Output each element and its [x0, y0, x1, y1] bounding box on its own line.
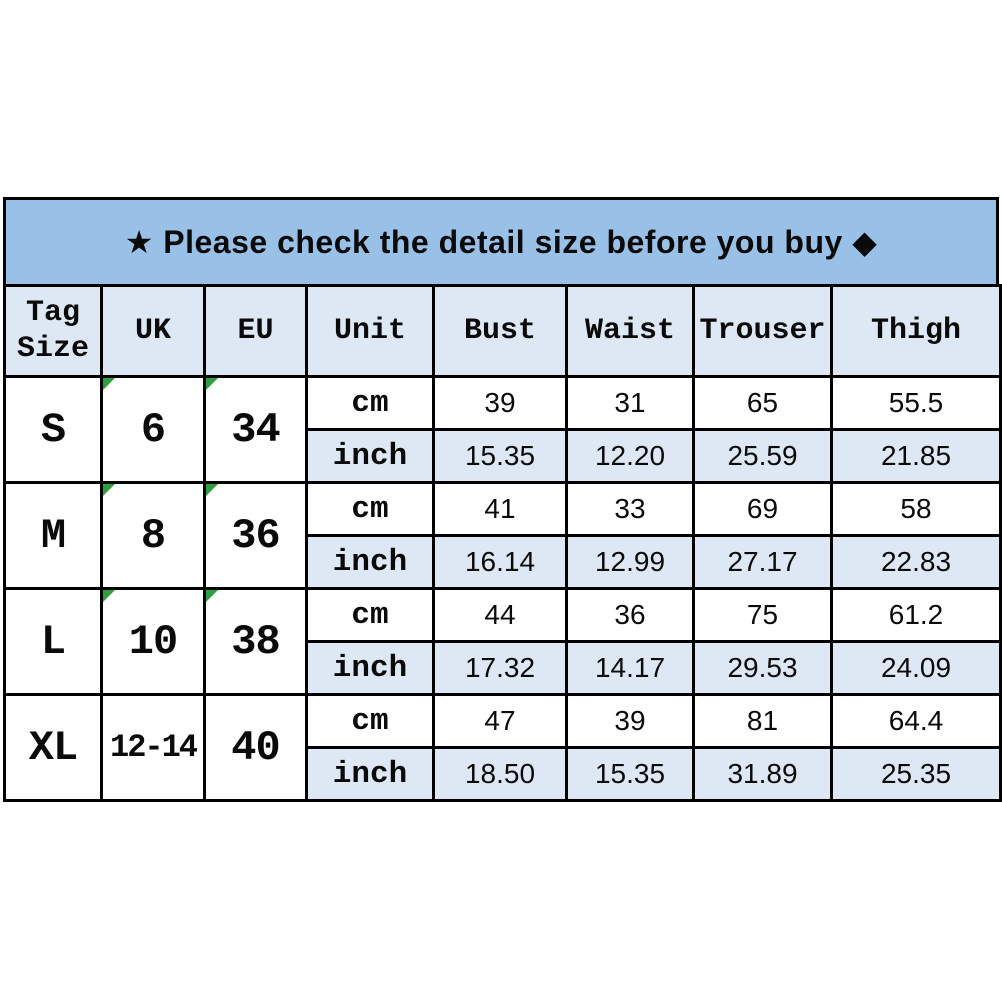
cm-value-cell: 47 — [432, 693, 568, 749]
unit-cm-label: cm — [305, 375, 435, 431]
size-row-cm: L 10 38 cm 44 36 75 61.2 — [3, 587, 1002, 696]
unit-inch-label: inch — [305, 428, 435, 484]
column-header: UK — [100, 284, 206, 378]
eu-size-cell: 40 — [203, 693, 308, 802]
size-row-cm: XL 12-14 40 cm 47 39 81 64.4 — [3, 693, 1002, 802]
unit-cm-label: cm — [305, 481, 435, 537]
uk-size-cell: 6 — [100, 375, 206, 484]
inch-value-cell: 21.85 — [830, 428, 1002, 484]
inch-value-cell: 15.35 — [432, 428, 568, 484]
inch-value-cell: 16.14 — [432, 534, 568, 590]
cell-error-indicator-icon — [104, 485, 115, 496]
inch-value-cell: 27.17 — [692, 534, 833, 590]
column-header: Tag Size — [3, 284, 103, 378]
cm-value-cell: 81 — [692, 693, 833, 749]
inch-value-cell: 31.89 — [692, 746, 833, 802]
cell-error-indicator-icon — [207, 591, 218, 602]
cm-value-cell: 39 — [565, 693, 695, 749]
cm-value-cell: 41 — [432, 481, 568, 537]
cm-value-cell: 58 — [830, 481, 1002, 537]
cm-value-cell: 64.4 — [830, 693, 1002, 749]
size-chart-header: Tag Size UK EU Unit Bust Waist Trouser Thigh — [3, 284, 1002, 378]
inch-value-cell: 14.17 — [565, 640, 695, 696]
cm-value-cell: 75 — [692, 587, 833, 643]
notice-banner-text: ★ Please check the detail size before yo… — [124, 224, 878, 260]
tag-size-cell: S — [3, 375, 103, 484]
cm-value-cell: 55.5 — [830, 375, 1002, 431]
cm-value-cell: 39 — [432, 375, 568, 431]
uk-size-cell: 10 — [100, 587, 206, 696]
inch-value-cell: 15.35 — [565, 746, 695, 802]
unit-inch-label: inch — [305, 534, 435, 590]
size-row-cm: M 8 36 cm 41 33 69 58 — [3, 481, 1002, 590]
column-header: EU — [203, 284, 308, 378]
size-row-inch: inch 16.14 12.99 27.17 22.83 — [5, 534, 1002, 590]
column-header: Thigh — [830, 284, 1002, 378]
cm-value-cell: 44 — [432, 587, 568, 643]
cell-error-indicator-icon — [104, 591, 115, 602]
cell-error-indicator-icon — [104, 379, 115, 390]
tag-size-cell: L — [3, 587, 103, 696]
column-header: Waist — [565, 284, 695, 378]
unit-cm-label: cm — [305, 693, 435, 749]
inch-value-cell: 12.20 — [565, 428, 695, 484]
size-row-inch: inch 15.35 12.20 25.59 21.85 — [5, 428, 1002, 484]
column-header: Unit — [305, 284, 435, 378]
cm-value-cell: 61.2 — [830, 587, 1002, 643]
cm-value-cell: 69 — [692, 481, 833, 537]
column-header: Trouser — [692, 284, 833, 378]
size-chart-sheet: ★ Please check the detail size before yo… — [3, 197, 1002, 802]
inch-value-cell: 12.99 — [565, 534, 695, 590]
cell-error-indicator-icon — [207, 379, 218, 390]
cell-error-indicator-icon — [207, 485, 218, 496]
cm-value-cell: 33 — [565, 481, 695, 537]
unit-inch-label: inch — [305, 746, 435, 802]
unit-cm-label: cm — [305, 587, 435, 643]
size-row-inch: inch 17.32 14.17 29.53 24.09 — [5, 640, 1002, 696]
inch-value-cell: 25.35 — [830, 746, 1002, 802]
inch-value-cell: 17.32 — [432, 640, 568, 696]
tag-size-cell: M — [3, 481, 103, 590]
column-header: Bust — [432, 284, 568, 378]
cm-value-cell: 31 — [565, 375, 695, 431]
size-row-inch: inch 18.50 15.35 31.89 25.35 — [5, 746, 1002, 802]
unit-inch-label: inch — [305, 640, 435, 696]
inch-value-cell: 29.53 — [692, 640, 833, 696]
eu-size-cell: 38 — [203, 587, 308, 696]
notice-banner: ★ Please check the detail size before yo… — [3, 197, 999, 287]
size-chart-body: S 6 34 cm 39 31 65 55.5 inch 15.35 12.20 25.59 21.85… — [3, 375, 1002, 802]
eu-size-cell: 34 — [203, 375, 308, 484]
header-row: Tag Size UK EU Unit Bust Waist Trouser Thigh — [3, 284, 1002, 378]
cm-value-cell: 36 — [565, 587, 695, 643]
inch-value-cell: 22.83 — [830, 534, 1002, 590]
inch-value-cell: 25.59 — [692, 428, 833, 484]
inch-value-cell: 24.09 — [830, 640, 1002, 696]
inch-value-cell: 18.50 — [432, 746, 568, 802]
tag-size-cell: XL — [3, 693, 103, 802]
size-row-cm: S 6 34 cm 39 31 65 55.5 — [3, 375, 1002, 484]
eu-size-cell: 36 — [203, 481, 308, 590]
cm-value-cell: 65 — [692, 375, 833, 431]
uk-size-cell: 12-14 — [100, 693, 206, 802]
uk-size-cell: 8 — [100, 481, 206, 590]
